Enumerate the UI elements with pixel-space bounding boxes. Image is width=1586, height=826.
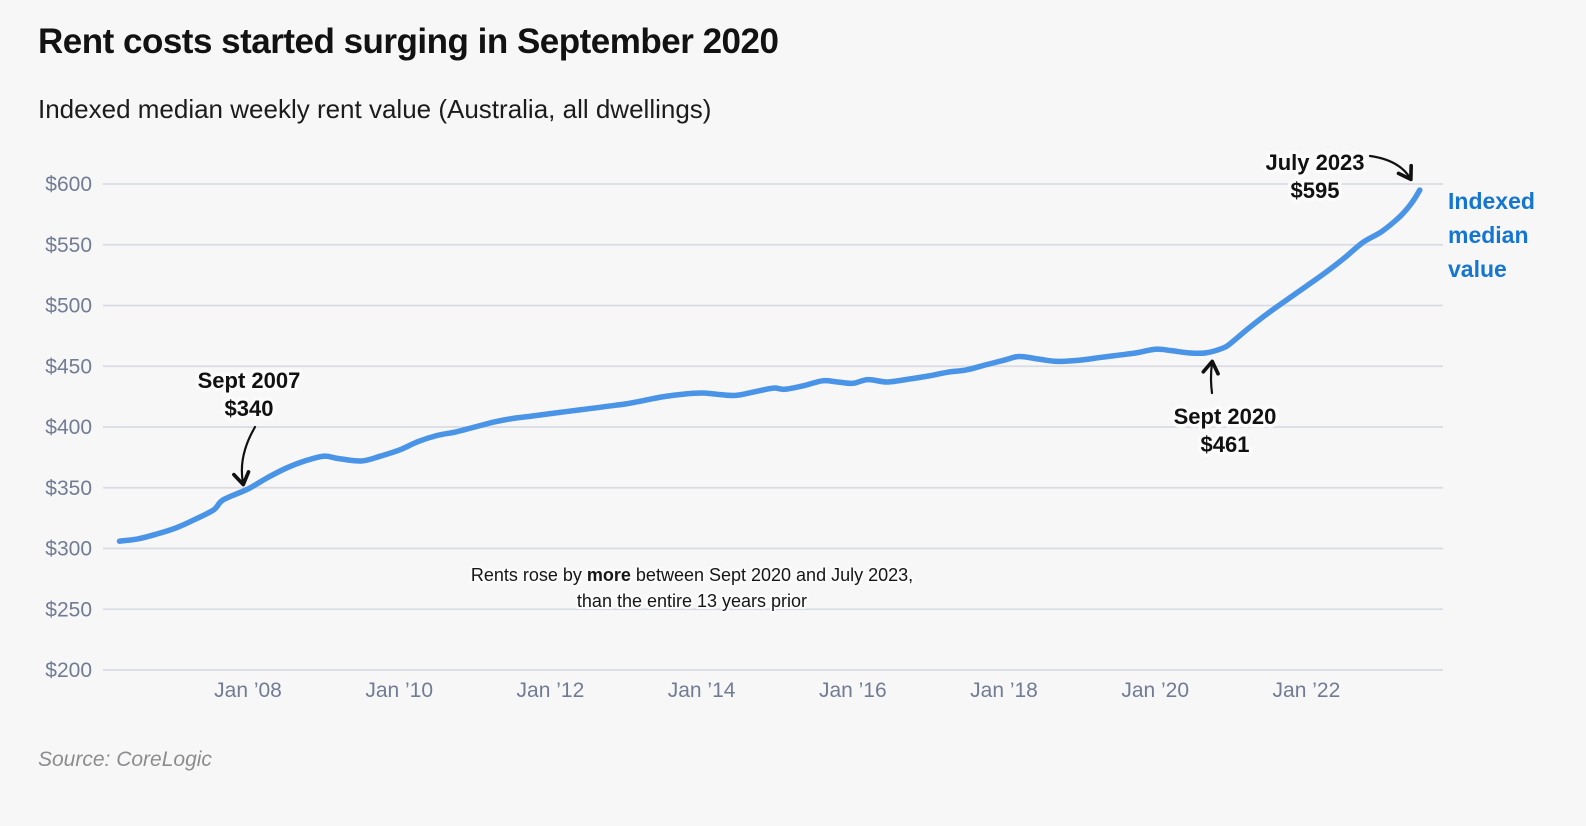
x-tick-label: Jan ’16 (819, 679, 887, 702)
note-line1-post: between Sept 2020 and July 2023, (630, 565, 914, 585)
x-tick-label: Jan ’08 (214, 679, 282, 702)
y-tick-label: $450 (45, 355, 92, 378)
chart-subtitle: Indexed median weekly rent value (Austra… (38, 94, 712, 124)
series-label-line-3: value (1448, 256, 1507, 282)
source-note: Source: CoreLogic (38, 748, 212, 771)
note-line1-bold: more (586, 565, 631, 585)
x-tick-label: Jan ’20 (1121, 679, 1189, 702)
annotation-sept-2020: Sept 2020 $461 (1170, 359, 1280, 461)
annotations-group: Sept 2007 $340 Sept 2020 $461 July 2023 $595 (194, 147, 1413, 487)
note-line1-pre: Rents rose by (470, 565, 587, 585)
y-tick-label: $350 (45, 477, 92, 500)
chart-title: Rent costs started surging in September … (38, 22, 779, 61)
annotation-label: July 2023 $595 (1265, 150, 1364, 203)
x-tick-label: Jan ’18 (970, 679, 1038, 702)
x-tick-label: Jan ’12 (517, 679, 585, 702)
y-tick-label: $200 (45, 659, 92, 682)
series-label-line-2: median (1448, 222, 1529, 248)
annotation-arrow (232, 425, 257, 487)
series-line-label: Indexed median value (1448, 184, 1535, 286)
x-tick-label: Jan ’14 (668, 679, 736, 702)
x-tick-label: Jan ’10 (365, 679, 433, 702)
y-tick-label: $500 (45, 295, 92, 318)
data-line-group (116, 187, 1423, 544)
annotation-label: Sept 2020 $461 (1174, 404, 1277, 457)
y-tick-label: $600 (45, 173, 92, 196)
note-line2: than the entire 13 years prior (576, 591, 808, 611)
annotation-arrow (1368, 154, 1413, 182)
annotation-july-2023: July 2023 $595 (1262, 147, 1413, 207)
y-tick-label: $400 (45, 416, 92, 439)
rent-value-line (116, 187, 1423, 544)
y-tick-label: $300 (45, 538, 92, 561)
annotation-sept-2007: Sept 2007 $340 (194, 365, 304, 487)
note-annotation: Rents rose by more between Sept 2020 and… (342, 562, 1042, 614)
x-tick-label: Jan ’22 (1273, 679, 1341, 702)
gridlines-group (103, 183, 1443, 671)
annotation-label: Sept 2007 $340 (198, 368, 301, 421)
axis-labels-group: $600 $550 $500 $450 $400 $350 $300 $250 $200 Jan … (45, 173, 1340, 702)
series-label-line-1: Indexed (1448, 188, 1535, 214)
annotation-arrow (1201, 359, 1220, 395)
y-tick-label: $250 (45, 598, 92, 621)
y-tick-label: $550 (45, 234, 92, 257)
